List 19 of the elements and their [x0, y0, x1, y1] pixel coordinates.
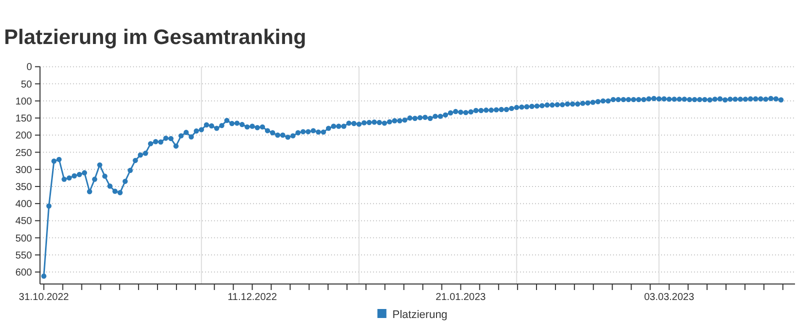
- y-tick-label: 600: [15, 268, 32, 279]
- x-tick-label: 03.03.2023: [644, 292, 695, 303]
- x-tick-label: 31.10.2022: [18, 292, 70, 303]
- y-tick-label: 150: [15, 114, 32, 125]
- legend-label: Platzierung: [392, 308, 448, 321]
- chart-title: Platzierung im Gesamtranking: [4, 26, 306, 49]
- y-tick-label: 200: [15, 130, 32, 142]
- y-tick-label: 300: [15, 164, 32, 176]
- y-tick-label: 100: [15, 96, 32, 108]
- y-tick-label: 500: [15, 233, 32, 244]
- y-tick-label: 350: [15, 182, 32, 193]
- x-tick-label: 21.01.2023: [436, 292, 486, 303]
- y-tick-label: 400: [15, 199, 32, 210]
- x-tick-label: 11.12.2022: [228, 292, 278, 303]
- y-tick-label: 550: [15, 250, 32, 262]
- y-tick-label: 50: [20, 79, 32, 90]
- y-tick-label: 250: [15, 148, 32, 159]
- y-tick-label: 0: [26, 62, 32, 74]
- y-tick-label: 450: [15, 216, 32, 228]
